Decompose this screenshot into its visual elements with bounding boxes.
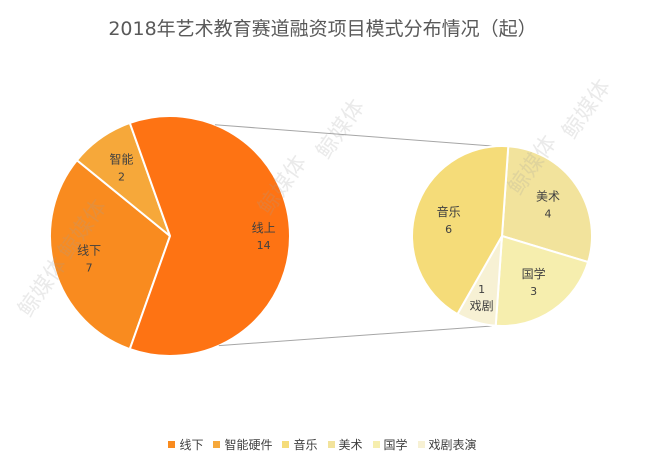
data-labels: 线下 7 智能 2 线上 14 美术 4 国学 3 1 戏剧 音乐 6 (77, 151, 560, 313)
secondary-slice-3-value: 1 (478, 283, 485, 296)
main-pie (49, 115, 291, 357)
main-slice-2-label: 线上 (252, 221, 276, 235)
secondary-slice-0-label: 音乐 (437, 204, 461, 219)
main-slice-0-label: 线下 (77, 244, 101, 258)
legend-item-1: 智能硬件 (213, 436, 272, 453)
legend-label-1: 智能硬件 (224, 438, 273, 452)
secondary-slice-2-value: 3 (530, 285, 537, 298)
legend-item-5: 戏剧表演 (417, 436, 477, 453)
legend-item-4: 国学 (372, 436, 408, 453)
main-slice-1-label: 智能 (110, 151, 134, 166)
connector-bottom (218, 325, 493, 347)
legend-label-2: 音乐 (293, 438, 318, 452)
legend-item-2: 音乐 (282, 436, 318, 453)
secondary-slice-2 (494, 234, 590, 327)
legend: 线下 智能硬件 音乐 美术 国学 戏剧表演 (0, 436, 645, 453)
main-slice-2-value: 14 (257, 239, 271, 252)
connector-lines (214, 124, 493, 347)
secondary-slice-1-label: 美术 (536, 189, 560, 203)
secondary-slice-0 (411, 145, 510, 316)
legend-swatch-3 (327, 441, 335, 448)
main-slice-0 (49, 158, 172, 351)
secondary-slice-2-label: 国学 (522, 266, 546, 281)
legend-label-5: 戏剧表演 (428, 438, 477, 452)
legend-label-4: 国学 (383, 438, 408, 452)
main-slice-1-value: 2 (118, 170, 125, 183)
main-slice-0-value: 7 (86, 262, 93, 275)
legend-item-0: 线下 (168, 436, 203, 453)
legend-swatch-4 (372, 441, 380, 448)
main-slice-2 (128, 115, 291, 357)
secondary-slice-1-value: 4 (544, 207, 551, 220)
connector-top (214, 124, 493, 147)
secondary-pie (411, 145, 593, 327)
chart-title: 2018年艺术教育赛道融资项目模式分布情况（起） (108, 18, 537, 40)
secondary-slice-1 (500, 145, 593, 264)
legend-item-3: 美术 (327, 436, 363, 453)
secondary-slice-0-value: 6 (445, 223, 452, 236)
legend-swatch-2 (282, 441, 290, 448)
legend-swatch-5 (417, 441, 425, 448)
legend-swatch-1 (213, 441, 221, 448)
legend-label-3: 美术 (338, 438, 363, 452)
secondary-slice-3-label: 戏剧 (470, 299, 494, 313)
legend-swatch-0 (168, 441, 176, 448)
legend-label-0: 线下 (179, 438, 204, 452)
